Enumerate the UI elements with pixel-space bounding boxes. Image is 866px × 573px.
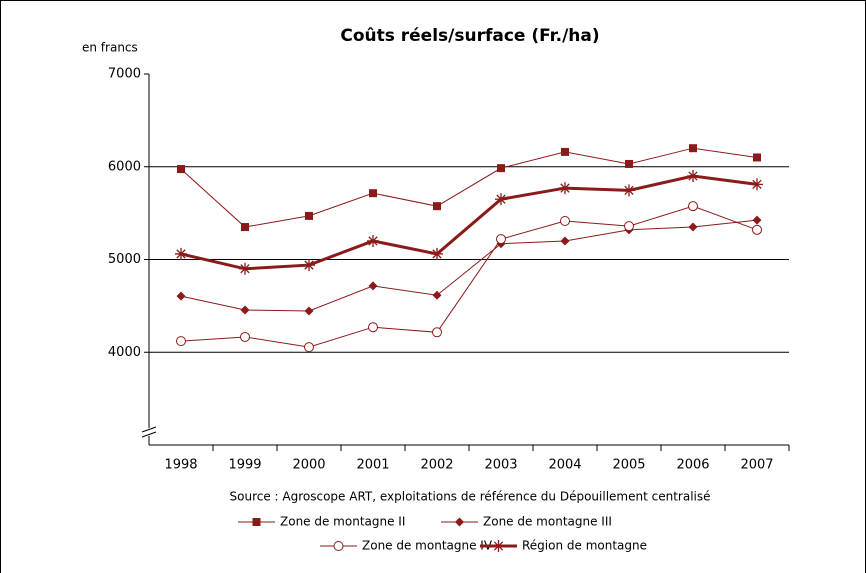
marker <box>752 224 762 235</box>
series-line <box>180 205 758 348</box>
legend-label: Zone de montagne II <box>280 515 405 529</box>
marker <box>304 306 314 316</box>
axis-break <box>141 426 157 438</box>
x-tick-label: 2001 <box>356 458 389 473</box>
x-tick-label: 2004 <box>548 458 581 473</box>
x-tick-label: 2002 <box>420 458 453 473</box>
marker <box>497 164 505 173</box>
marker <box>689 144 697 153</box>
marker <box>560 236 570 246</box>
marker <box>432 327 442 338</box>
marker <box>496 234 506 245</box>
series <box>177 144 761 232</box>
marker <box>688 201 698 212</box>
series-line <box>180 219 758 312</box>
marker <box>303 259 315 272</box>
marker <box>240 305 250 315</box>
x-tick-label: 2003 <box>484 458 517 473</box>
marker <box>625 159 633 168</box>
marker <box>176 291 186 301</box>
marker <box>368 322 378 333</box>
x-tick-label: 2000 <box>292 458 325 473</box>
marker <box>433 202 441 211</box>
y-tick-label: 6000 <box>108 159 141 174</box>
legend-label: Zone de montagne III <box>483 515 612 529</box>
x-tick-label: 1998 <box>164 458 197 473</box>
marker <box>492 540 505 552</box>
series <box>176 215 762 316</box>
series <box>176 201 762 353</box>
marker <box>176 336 186 347</box>
legend-label: Zone de montagne IV <box>362 539 493 553</box>
legend-entry: Zone de montagne II <box>238 515 405 529</box>
marker <box>688 222 698 232</box>
x-tick-label: 1999 <box>228 458 261 473</box>
source-note: Source : Agroscope ART, exploitations de… <box>230 490 711 504</box>
marker <box>305 211 313 220</box>
series-line <box>180 147 758 228</box>
marker <box>455 517 464 527</box>
x-tick-label: 2005 <box>612 458 645 473</box>
chart-title: Coûts réels/surface (Fr./ha) <box>340 26 599 46</box>
marker <box>751 178 763 191</box>
marker <box>368 281 378 291</box>
marker <box>240 331 250 342</box>
marker <box>367 234 379 247</box>
series <box>175 170 763 275</box>
marker <box>177 165 185 174</box>
marker <box>687 170 699 183</box>
marker <box>624 221 634 232</box>
marker <box>561 147 569 156</box>
x-tick-label: 2007 <box>740 458 773 473</box>
marker <box>333 541 344 551</box>
x-tick-label: 2006 <box>676 458 709 473</box>
marker <box>559 182 571 195</box>
y-tick-label: 7000 <box>108 67 141 82</box>
legend-label: Région de montagne <box>522 539 647 553</box>
marker <box>304 342 314 353</box>
marker <box>560 216 570 227</box>
y-axis-label: en francs <box>82 41 138 55</box>
marker <box>252 518 261 526</box>
marker <box>752 215 762 225</box>
marker <box>239 262 251 275</box>
marker <box>369 189 377 198</box>
y-tick-label: 4000 <box>108 345 141 360</box>
marker <box>431 247 443 260</box>
marker <box>432 290 442 300</box>
marker <box>175 247 187 260</box>
marker <box>495 193 507 206</box>
legend-entry: Zone de montagne IV <box>320 539 493 553</box>
marker <box>753 153 761 162</box>
series-line <box>180 174 758 271</box>
marker <box>623 184 635 197</box>
legend-entry: Région de montagne <box>480 539 647 553</box>
legend-entry: Zone de montagne III <box>441 515 612 529</box>
marker <box>241 223 249 232</box>
y-tick-label: 5000 <box>108 252 141 267</box>
